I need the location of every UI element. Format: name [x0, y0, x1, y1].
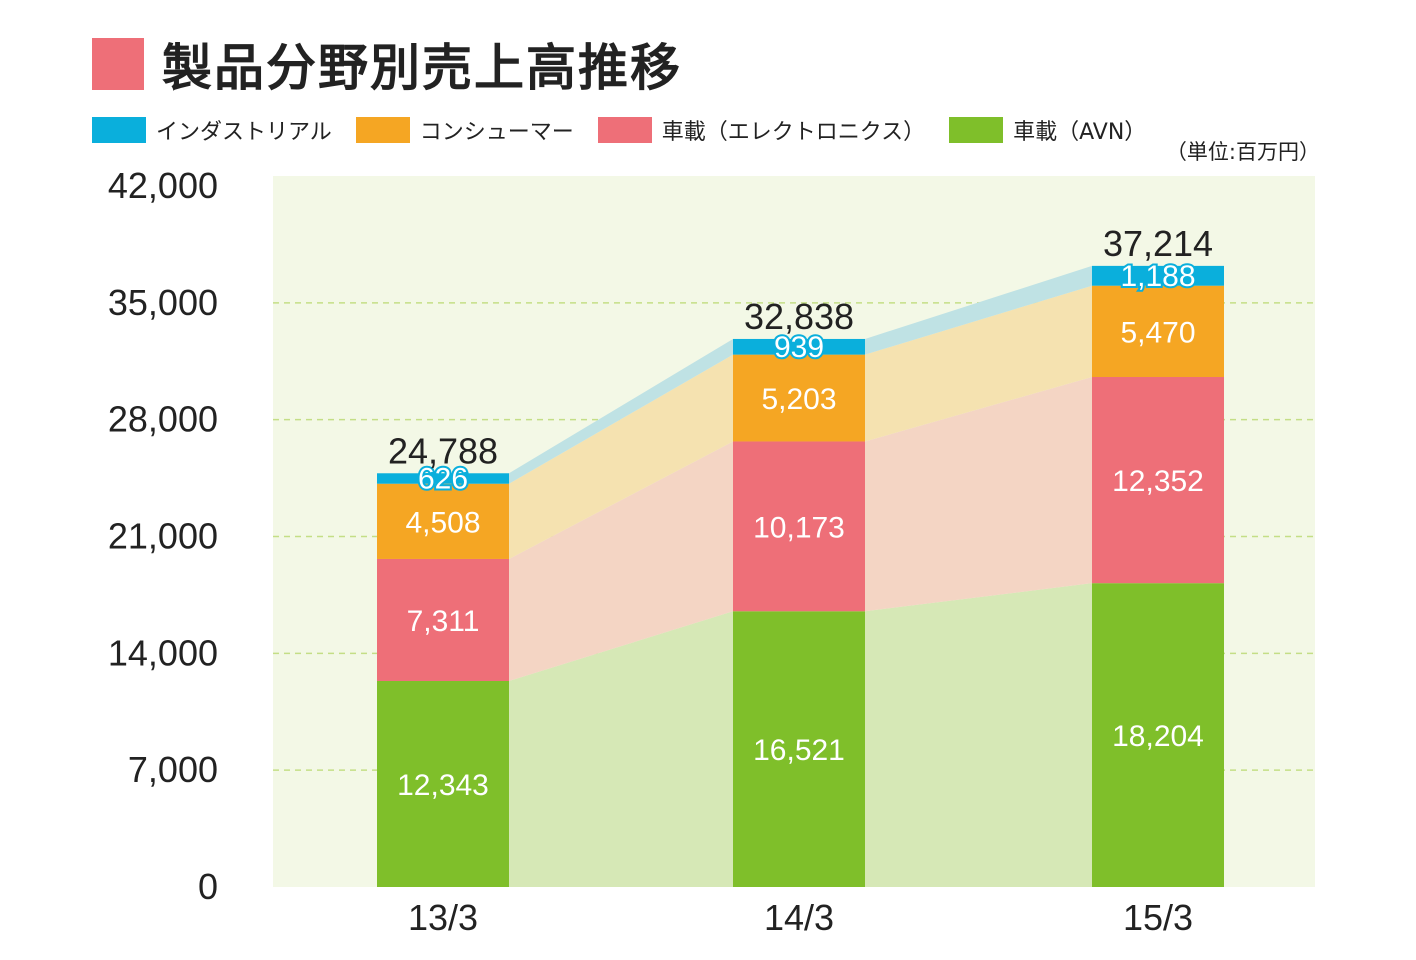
x-tick-label-2: 15/3 — [1123, 897, 1193, 938]
legend-item-auto-electronics: 車載（エレクトロニクス） — [597, 114, 926, 146]
y-tick-label-7000: 7,000 — [128, 749, 218, 790]
bar-series-1-cat-0 — [377, 558, 509, 681]
legend-item-industrial: インダストリアル — [92, 114, 332, 146]
bar-series-0-cat-0 — [377, 680, 509, 887]
value-label-series-2-cat-1: 5,203 — [761, 383, 836, 416]
y-tick-label-42000: 42,000 — [108, 165, 218, 206]
title-swatch — [92, 38, 144, 90]
band-series-2-0 — [509, 354, 733, 559]
bar-series-0-cat-1 — [733, 611, 865, 887]
band-series-1-0 — [509, 441, 733, 681]
value-label-series-3-cat-0: 626 — [418, 463, 468, 496]
title-block: 製品分野別売上高推移 — [92, 34, 682, 97]
band-series-3-1 — [865, 265, 1092, 355]
y-tick-label-21000: 21,000 — [108, 516, 218, 557]
value-label-series-1-cat-1: 10,173 — [753, 511, 845, 544]
chart-title: 製品分野別売上高推移 — [162, 39, 682, 97]
value-label-series-0-cat-2: 18,204 — [1112, 720, 1204, 753]
y-tick-label-35000: 35,000 — [108, 282, 218, 323]
value-label-series-3-cat-1: 939 — [774, 331, 824, 364]
band-series-1-1 — [865, 377, 1092, 612]
y-tick-label-28000: 28,000 — [108, 399, 218, 440]
bar-series-3-cat-2 — [1092, 265, 1224, 286]
bar-series-3-cat-1 — [733, 338, 865, 355]
value-label-series-0-cat-0: 12,343 — [397, 769, 489, 802]
x-tick-label-1: 14/3 — [764, 897, 834, 938]
value-label-series-2-cat-2: 5,470 — [1120, 316, 1195, 349]
value-label-series-0-cat-1: 16,521 — [753, 734, 845, 767]
x-tick-label-0: 13/3 — [408, 897, 478, 938]
band-series-0-0 — [509, 611, 733, 887]
bar-series-0-cat-2 — [1092, 583, 1224, 887]
total-label-0: 24,788 — [388, 430, 498, 471]
legend-swatch-auto-avn — [949, 117, 1004, 143]
band-series-0-1 — [865, 583, 1092, 887]
legend-swatch-consumer — [355, 117, 410, 143]
value-label-series-3-cat-2: 1,188 — [1120, 260, 1195, 293]
y-tick-label-0: 0 — [198, 866, 218, 907]
bar-series-2-cat-1 — [733, 354, 865, 442]
value-label-series-1-cat-2: 12,352 — [1112, 465, 1204, 498]
bar-series-1-cat-2 — [1092, 377, 1224, 584]
bar-series-2-cat-2 — [1092, 285, 1224, 378]
legend-item-auto-avn: 車載（AVN） — [949, 114, 1146, 146]
total-label-1: 32,838 — [744, 296, 854, 337]
legend-swatch-industrial — [92, 117, 146, 143]
band-series-2-1 — [865, 285, 1092, 442]
total-label-2: 37,214 — [1103, 223, 1213, 264]
legend-label-auto-avn: 車載（AVN） — [1013, 120, 1147, 145]
legend-label-auto-electronics: 車載（エレクトロニクス） — [661, 120, 926, 145]
y-tick-label-14000: 14,000 — [108, 632, 218, 673]
band-series-3-0 — [509, 338, 733, 484]
value-label-series-2-cat-0: 4,508 — [405, 506, 480, 539]
bar-series-1-cat-1 — [733, 441, 865, 612]
unit-label: （単位:百万円） — [1165, 140, 1320, 164]
legend: インダストリアル コンシューマー 車載（エレクトロニクス） 車載（AVN） — [92, 114, 1170, 146]
bar-series-2-cat-0 — [377, 483, 509, 559]
legend-label-industrial: インダストリアル — [156, 120, 332, 145]
legend-swatch-auto-electronics — [597, 117, 652, 143]
legend-item-consumer: コンシューマー — [355, 114, 574, 146]
bar-series-3-cat-0 — [377, 473, 509, 484]
legend-label-consumer: コンシューマー — [419, 120, 574, 145]
value-label-series-1-cat-0: 7,311 — [407, 605, 480, 638]
